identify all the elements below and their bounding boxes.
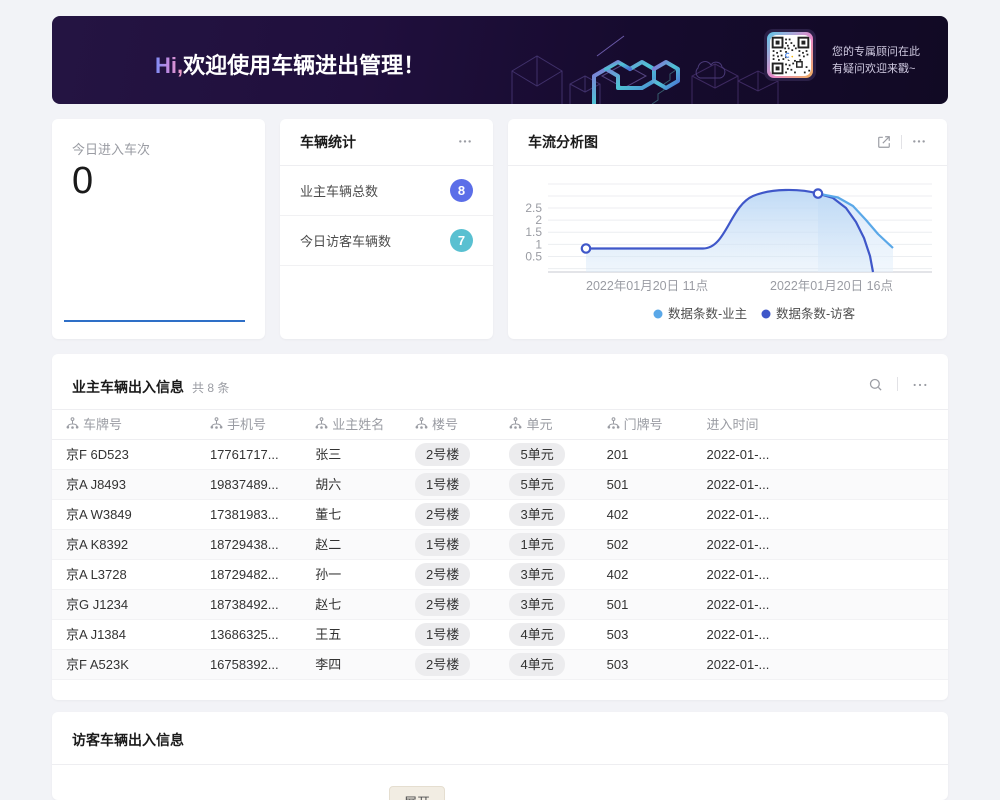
svg-text:数据条数-访客: 数据条数-访客 bbox=[776, 306, 856, 321]
svg-text:2022年01月20日 11点: 2022年01月20日 11点 bbox=[586, 279, 708, 293]
svg-text:0.5: 0.5 bbox=[525, 250, 542, 264]
svg-text:2022年01月20日 16点: 2022年01月20日 16点 bbox=[770, 279, 893, 293]
svg-text:数据条数-业主: 数据条数-业主 bbox=[668, 306, 747, 321]
